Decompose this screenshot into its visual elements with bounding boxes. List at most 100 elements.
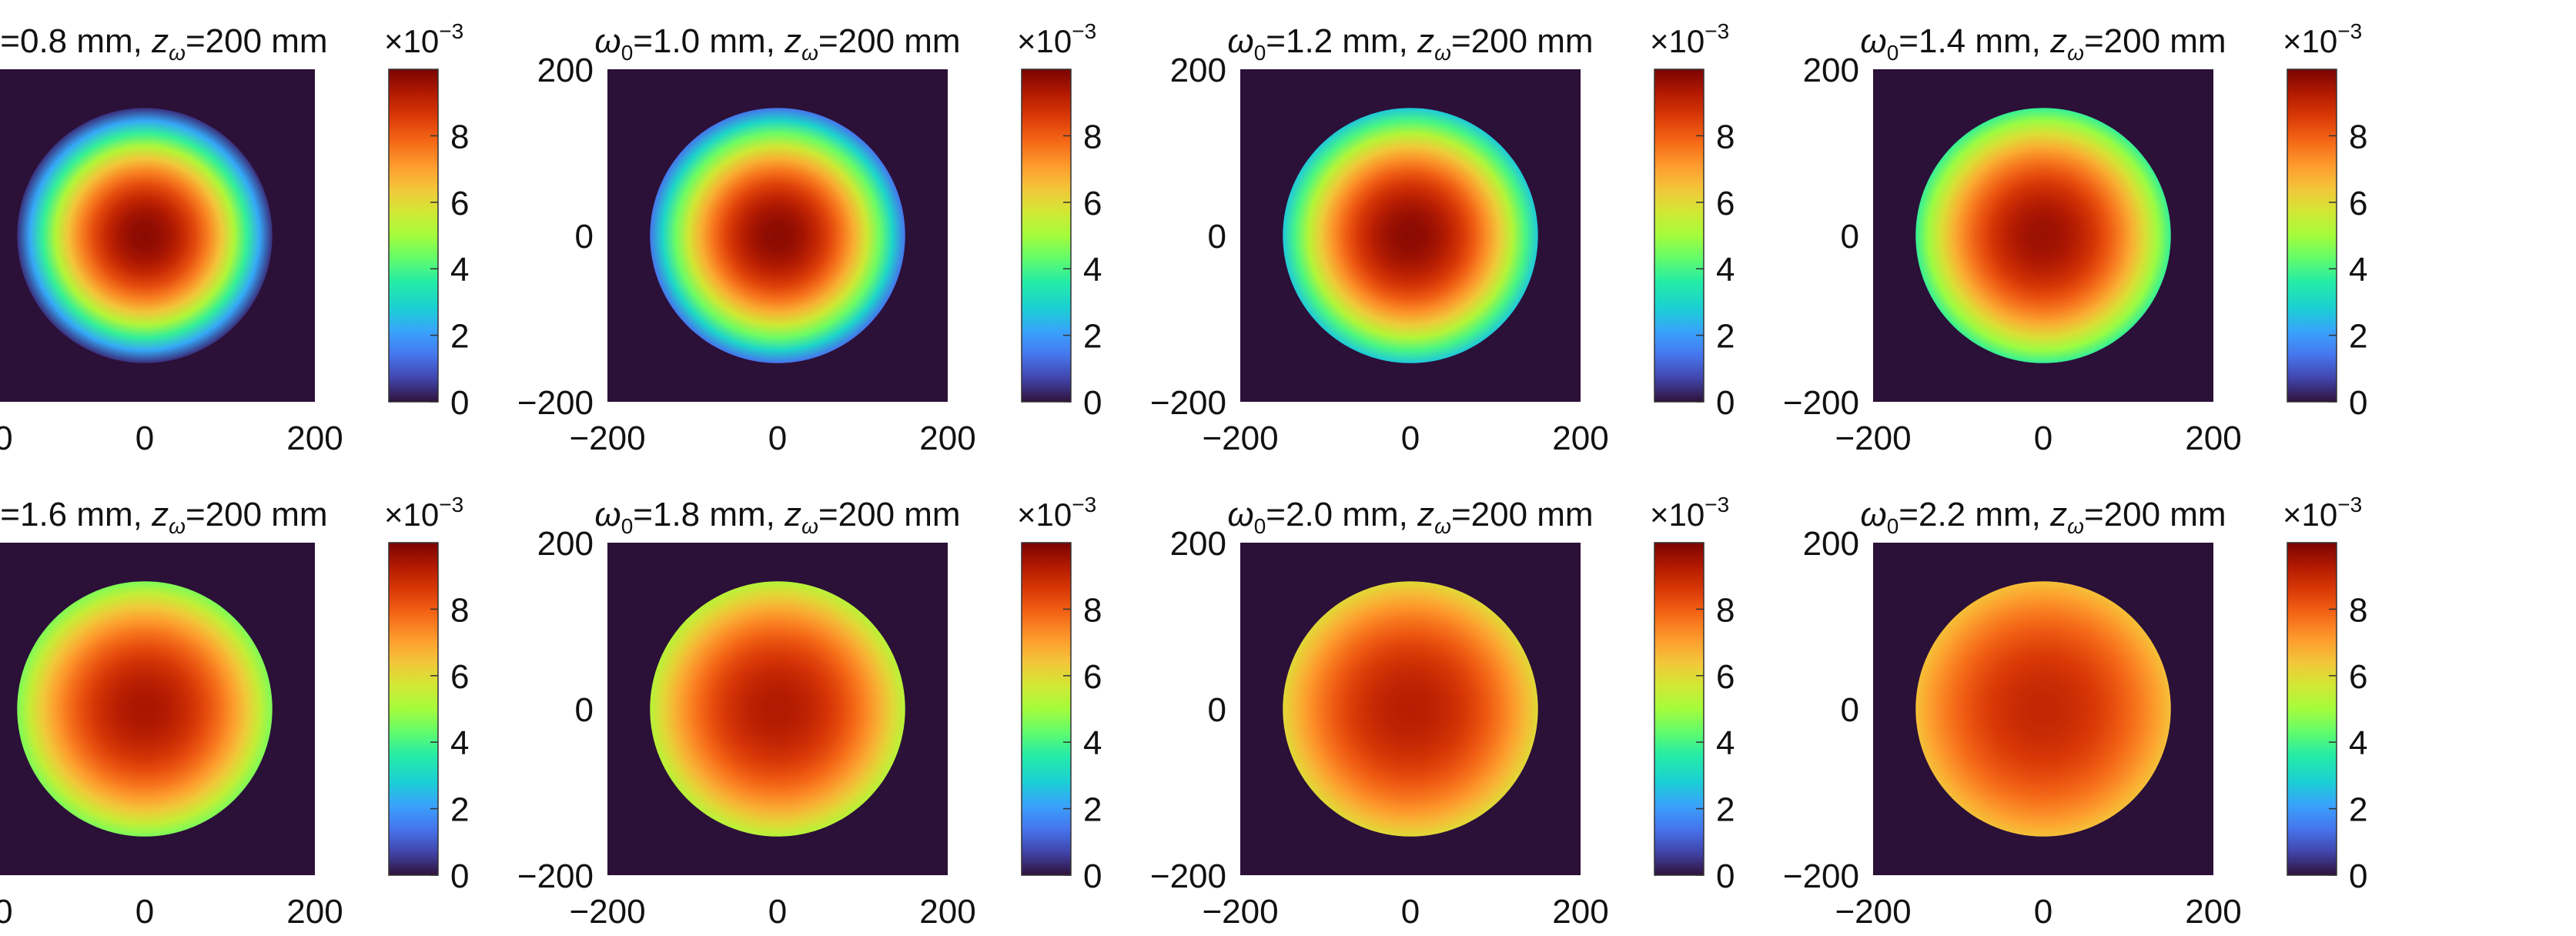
colorbar-multiplier: ×10−3 [384,493,463,533]
y-tick-label: 200 [1170,52,1226,89]
y-tick-label: 0 [1841,218,1859,256]
x-tick-label: 200 [286,893,343,931]
colorbar-tick-label: 6 [1083,185,1102,222]
colorbar-tick-label: 6 [1716,658,1735,696]
colorbar [388,542,439,876]
x-tick-label: 0 [768,893,787,931]
y-tick-label: 200 [1803,525,1859,563]
colorbar-tick-label: 0 [1716,384,1735,422]
y-tick-label: 200 [537,525,594,563]
colorbar-tick-label: 8 [450,118,469,155]
beam-intensity-disk [1915,581,2171,837]
panel-2: ω0=1.0 mm, zω=200 mm −200 0 200 200 0 −200 0 2 4 6… [517,19,1102,457]
panel-1: ω0=0.8 mm, zω=200 mm−20002002000−2000246… [0,19,469,457]
colorbar-multiplier: ×10−3 [384,19,463,59]
colorbar-tick-label: 2 [1716,318,1735,356]
beam-intensity-disk [1283,581,1538,837]
colorbar-multiplier: ×10−3 [1017,493,1096,533]
colorbar-tick-label: 8 [2349,118,2367,155]
colorbar [2287,69,2337,403]
x-tick-label: 0 [1401,893,1420,931]
beam-intensity-disk [1283,108,1538,363]
x-tick-label: −200 [569,893,645,931]
colorbar-tick-label: 4 [1083,251,1102,289]
x-tick-label: 200 [286,420,343,457]
colorbar-multiplier: ×10−3 [1650,493,1729,533]
colorbar-tick-label: 6 [1716,185,1735,222]
x-tick-label: 200 [2185,420,2241,457]
colorbar-tick-label: 8 [2349,591,2367,629]
panel-title: ω0=1.8 mm, zω=200 mm [594,496,960,538]
colorbar-multiplier: ×10−3 [1017,19,1096,59]
colorbar [1021,542,1072,876]
colorbar-tick-label: 2 [2349,791,2367,829]
colorbar-multiplier: ×10−3 [1650,19,1729,59]
panel-5: ω0=1.6 mm, zω=200 mm−20002002000−2000246… [0,493,469,931]
x-tick-label: −200 [1202,420,1278,457]
beam-intensity-disk [650,581,905,837]
x-tick-label: −200 [1835,420,1911,457]
x-tick-label: 200 [919,893,975,931]
colorbar-tick-label: 0 [2349,857,2367,895]
x-tick-label: 0 [2034,420,2052,457]
panel-8: ω0=2.2 mm, zω=200 mm −200 0 200 200 0 −200 0 2 4 6… [1783,493,2368,931]
colorbar-tick-label: 8 [1083,118,1102,155]
panel-6: ω0=1.8 mm, zω=200 mm −200 0 200 200 0 −200 0 2 4 6… [517,493,1102,931]
y-tick-label: −200 [517,857,594,895]
x-tick-label: −200 [569,420,645,457]
colorbar [2287,542,2337,876]
x-tick-label: 200 [2185,893,2241,931]
colorbar-tick-label: 4 [450,251,469,289]
y-tick-label: −200 [1783,384,1859,422]
panel-title: ω0=1.2 mm, zω=200 mm [1227,22,1593,65]
x-tick-label: 0 [135,420,154,457]
x-tick-label: 200 [1552,420,1608,457]
colorbar-tick-label: 0 [1083,857,1102,895]
panel-title: ω0=1.4 mm, zω=200 mm [1860,22,2226,65]
colorbar-tick-label: 2 [2349,318,2367,356]
y-tick-label: −200 [1783,857,1859,895]
x-tick-label: −200 [1202,893,1278,931]
y-tick-label: 200 [1803,52,1859,89]
x-tick-label: 0 [2034,893,2052,931]
colorbar-tick-label: 0 [2349,384,2367,422]
colorbar-tick-label: 4 [2349,724,2367,762]
colorbar-tick-label: 6 [450,658,469,696]
colorbar [1021,69,1072,403]
panel-title: ω0=2.0 mm, zω=200 mm [1227,496,1593,538]
y-tick-label: −200 [1150,384,1226,422]
beam-intensity-disk [17,108,273,363]
panel-title: ω0=1.6 mm, zω=200 mm [0,496,328,538]
colorbar-tick-label: 0 [450,384,469,422]
colorbar-tick-label: 4 [450,724,469,762]
y-tick-label: 0 [575,691,594,729]
colorbar-tick-label: 8 [450,591,469,629]
x-tick-label: 0 [1401,420,1420,457]
y-tick-label: 0 [1208,218,1226,256]
colorbar-tick-label: 2 [450,318,469,356]
x-tick-label: −200 [0,420,13,457]
colorbar [1654,69,1705,403]
colorbar-tick-label: 8 [1716,118,1735,155]
colorbar-tick-label: 6 [2349,658,2367,696]
colorbar-tick-label: 6 [2349,185,2367,222]
colorbar-multiplier: ×10−3 [2283,19,2362,59]
y-tick-label: 0 [1208,691,1226,729]
colorbar-tick-label: 2 [1083,791,1102,829]
colorbar-tick-label: 4 [1716,251,1735,289]
x-tick-label: 0 [135,893,154,931]
x-tick-label: −200 [1835,893,1911,931]
panel-title: ω0=1.0 mm, zω=200 mm [594,22,960,65]
colorbar-tick-label: 4 [1083,724,1102,762]
colorbar-multiplier: ×10−3 [2283,493,2362,533]
y-tick-label: 200 [1170,525,1226,563]
colorbar-tick-label: 0 [450,857,469,895]
x-tick-label: 0 [768,420,787,457]
colorbar [1654,542,1705,876]
x-tick-label: 200 [919,420,975,457]
colorbar-tick-label: 2 [1716,791,1735,829]
y-tick-label: −200 [1150,857,1226,895]
panel-7: ω0=2.0 mm, zω=200 mm −200 0 200 200 0 −200 0 2 4 6… [1150,493,1735,931]
panel-title: ω0=0.8 mm, zω=200 mm [0,22,328,65]
